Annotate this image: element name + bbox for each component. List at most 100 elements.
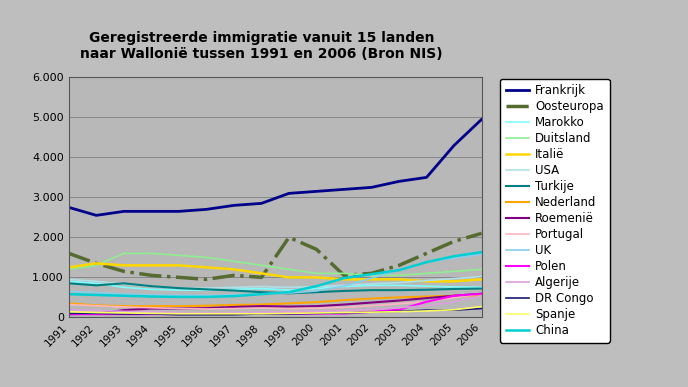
Oosteuropa bbox=[257, 275, 266, 280]
Turkije bbox=[147, 284, 155, 288]
DR Congo bbox=[202, 312, 211, 317]
Italië bbox=[175, 263, 183, 268]
Frankrijk bbox=[202, 207, 211, 212]
DR Congo bbox=[312, 311, 321, 316]
Legend: Frankrijk, Oosteuropa, Marokko, Duitsland, Italië, USA, Turkije, Nederland, Roem: Frankrijk, Oosteuropa, Marokko, Duitslan… bbox=[500, 79, 610, 342]
Turkije bbox=[340, 289, 348, 293]
DR Congo bbox=[395, 309, 403, 313]
Algerije bbox=[202, 311, 211, 315]
Polen bbox=[230, 312, 238, 316]
Turkije bbox=[230, 288, 238, 293]
Oosteuropa bbox=[175, 275, 183, 280]
USA bbox=[230, 285, 238, 289]
Turkije bbox=[202, 287, 211, 292]
UK bbox=[450, 256, 458, 260]
Italië bbox=[422, 279, 431, 284]
Marokko bbox=[92, 281, 100, 286]
UK bbox=[422, 260, 431, 264]
China bbox=[65, 292, 73, 296]
Frankrijk bbox=[257, 201, 266, 205]
Portugal bbox=[450, 295, 458, 300]
Algerije bbox=[450, 300, 458, 304]
USA bbox=[450, 276, 458, 281]
Roemenië bbox=[367, 300, 376, 305]
Frankrijk bbox=[312, 189, 321, 194]
Portugal bbox=[340, 305, 348, 310]
Duitsland bbox=[202, 255, 211, 260]
Polen bbox=[202, 312, 211, 316]
Polen bbox=[285, 312, 293, 316]
Frankrijk bbox=[65, 205, 73, 210]
Duitsland bbox=[312, 271, 321, 276]
Duitsland bbox=[422, 271, 431, 276]
Italië bbox=[202, 265, 211, 270]
Nederland bbox=[65, 301, 73, 306]
Turkije bbox=[477, 286, 486, 291]
Frankrijk bbox=[340, 187, 348, 192]
Marokko bbox=[367, 283, 376, 288]
Marokko bbox=[230, 287, 238, 292]
Marokko bbox=[340, 284, 348, 289]
Line: Nederland: Nederland bbox=[69, 295, 482, 306]
Spanje bbox=[312, 311, 321, 315]
China bbox=[312, 284, 321, 288]
Duitsland bbox=[65, 267, 73, 272]
Frankrijk bbox=[147, 209, 155, 214]
UK bbox=[92, 290, 100, 295]
Turkije bbox=[257, 290, 266, 295]
Polen bbox=[367, 310, 376, 314]
USA bbox=[395, 280, 403, 285]
Algerije bbox=[395, 305, 403, 310]
Nederland bbox=[92, 303, 100, 308]
Line: DR Congo: DR Congo bbox=[69, 308, 482, 315]
UK bbox=[65, 289, 73, 294]
Turkije bbox=[312, 290, 321, 295]
Line: Duitsland: Duitsland bbox=[69, 253, 482, 276]
UK bbox=[147, 293, 155, 297]
Roemenië bbox=[422, 296, 431, 300]
China bbox=[367, 272, 376, 276]
DR Congo bbox=[422, 308, 431, 312]
Frankrijk bbox=[395, 179, 403, 184]
Polen bbox=[257, 311, 266, 316]
Roemenië bbox=[147, 306, 155, 311]
USA bbox=[422, 278, 431, 283]
Spanje bbox=[340, 310, 348, 315]
Marokko bbox=[120, 285, 128, 289]
Spanje bbox=[92, 310, 100, 315]
Portugal bbox=[422, 300, 431, 304]
Duitsland bbox=[340, 271, 348, 276]
Oosteuropa bbox=[340, 273, 348, 278]
Polen bbox=[92, 312, 100, 317]
Spanje bbox=[257, 312, 266, 316]
Line: Polen: Polen bbox=[69, 294, 482, 314]
Oosteuropa bbox=[450, 239, 458, 244]
Line: Roemenië: Roemenië bbox=[69, 294, 482, 314]
Duitsland bbox=[92, 263, 100, 268]
UK bbox=[312, 289, 321, 293]
USA bbox=[340, 283, 348, 288]
USA bbox=[202, 286, 211, 291]
USA bbox=[120, 282, 128, 286]
Portugal bbox=[395, 301, 403, 306]
Nederland bbox=[202, 303, 211, 308]
Italië bbox=[477, 277, 486, 282]
Algerije bbox=[257, 310, 266, 315]
Portugal bbox=[257, 306, 266, 310]
DR Congo bbox=[450, 308, 458, 312]
Algerije bbox=[367, 307, 376, 312]
Oosteuropa bbox=[422, 251, 431, 256]
China bbox=[422, 260, 431, 264]
Portugal bbox=[202, 307, 211, 311]
Oosteuropa bbox=[477, 231, 486, 236]
Oosteuropa bbox=[92, 261, 100, 265]
Marokko bbox=[450, 284, 458, 289]
Italië bbox=[285, 275, 293, 280]
USA bbox=[257, 284, 266, 289]
Spanje bbox=[175, 312, 183, 316]
Italië bbox=[230, 267, 238, 272]
Spanje bbox=[202, 312, 211, 316]
DR Congo bbox=[230, 312, 238, 317]
Italië bbox=[312, 275, 321, 280]
UK bbox=[477, 252, 486, 257]
